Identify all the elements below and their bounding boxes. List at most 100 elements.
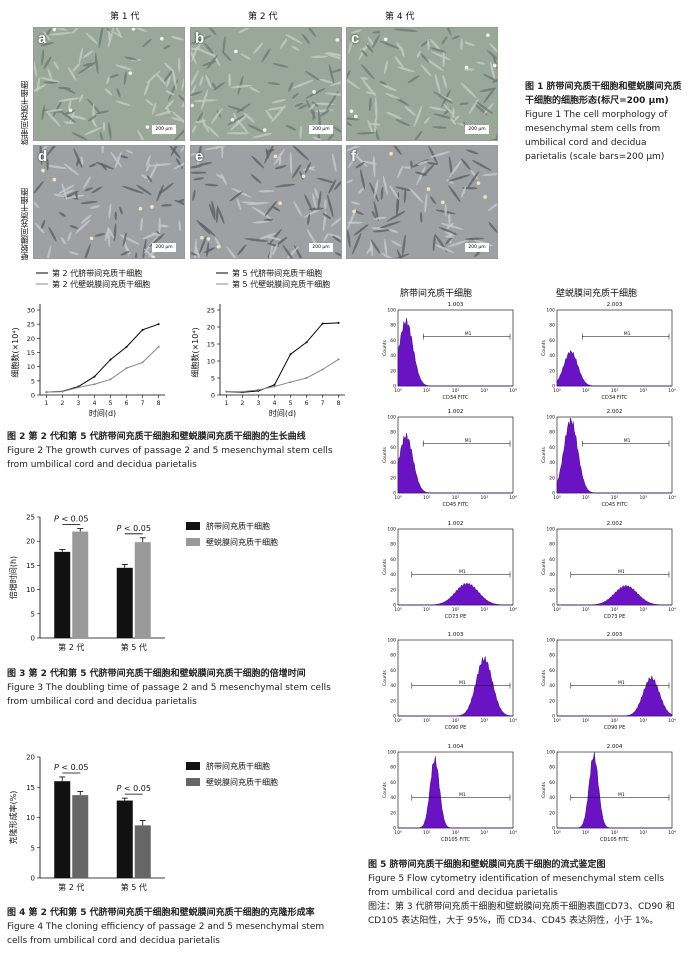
cell-shape [293,201,303,217]
cell-shape [350,201,361,205]
gate-label: M1 [465,331,472,337]
cell-shape [80,156,84,166]
bar [72,795,89,878]
cell-shape [430,196,436,205]
x-tick-label: 7 [321,400,325,407]
cell-shape [272,63,289,68]
x-tick-label: 10¹ [582,495,590,501]
cell-shape [114,151,122,169]
cell-shape [115,100,131,106]
cell-shape [263,218,274,222]
data-point [157,345,160,348]
x-tick-label: 10³ [480,495,488,501]
gate-label: M1 [618,569,625,575]
scale-bar: 200 μm [152,243,176,252]
cell-shape [87,114,97,122]
cell-shape [305,70,320,81]
fig5-col-title-left: 脐带间充质干细胞 [400,289,473,299]
cell-shape [43,81,58,84]
cell-shape [99,131,104,140]
micrograph-label-c: c [351,30,360,47]
x-axis-label: CD73 PE [445,614,466,620]
bar [134,542,151,638]
round-cell [52,177,57,182]
cell-shape [251,206,272,220]
cell-shape [215,205,219,224]
cell-shape [390,240,402,247]
cell-shape [357,187,365,194]
cell-shape [203,122,210,133]
y-tick-label: 15 [26,562,35,570]
cell-shape [432,234,436,252]
cell-shape [206,242,210,257]
micrograph-panel-d: d 200 μm [33,145,185,259]
x-tick-label: 10⁴ [668,388,676,394]
cell-shape [201,89,209,110]
cell-shape [407,75,420,84]
cell-shape [34,198,40,209]
cell-shape [83,176,91,190]
cell-shape [114,211,117,221]
cell-shape [110,151,123,168]
histogram-id: 1.002 [448,521,464,527]
y-tick-label: 80 [390,323,396,329]
cell-shape [479,87,496,93]
flow-histogram: 2.004 0 20 40 60 80 100 10⁰ 10¹ 10² 10³ 10⁴ Counts CD… [541,744,676,843]
y-tick-label: 0 [552,603,555,609]
fig3-caption-cn: 图 3 第 2 代和第 5 代脐带间充质干细胞和壁蜕膜间充质干细胞的倍增时间 [7,669,306,679]
x-tick-label: 10² [611,495,619,501]
cell-shape [482,73,497,85]
cell-shape [425,57,444,71]
cell-shape [207,125,220,138]
cell-shape [169,146,181,159]
data-point [157,323,160,326]
histogram-id: 2.002 [607,409,623,415]
fig1-caption: 图 1 脐带间充质干细胞和壁蜕膜间充质干细胞的细胞形态(标尺=200 μm) F… [525,80,685,164]
cell-shape [267,82,280,86]
cell-shape [228,73,231,85]
cell-shape [46,146,60,156]
cell-shape [326,233,341,239]
data-point [321,368,324,371]
x-tick-label: 10⁰ [394,830,402,836]
scale-bar: 200 μm [465,125,489,134]
cell-shape [39,146,43,166]
fig1-row-label-1: 脐带间充质干细胞 [20,81,29,145]
cell-shape [327,194,334,218]
cell-shape [42,146,51,152]
round-cell [89,236,94,241]
cell-shape [294,102,304,107]
cell-shape [428,106,447,111]
fig4-caption: 图 4 第 2 代和第 5 代脐带间充质干细胞和壁蜕膜间充质干细胞的克隆形成率 … [7,906,347,948]
y-tick-label: 15 [27,349,35,357]
cell-shape [306,28,317,38]
cell-shape [414,130,423,140]
cell-shape [191,171,207,174]
cell-shape [379,80,387,86]
cell-shape [178,220,182,232]
cell-shape [409,187,424,203]
gate-label: M1 [618,792,625,798]
cell-shape [371,210,377,219]
x-axis-label: CD34 FITC [443,395,469,401]
y-tick-label: 10 [26,586,35,594]
cell-shape [123,71,127,86]
x-tick-label: 10¹ [582,607,590,613]
cell-shape [330,216,341,227]
category-label: 第 2 代 [58,642,84,652]
cell-shape [448,213,451,225]
cell-shape [199,236,207,254]
x-tick-label: 10⁴ [668,718,676,724]
cell-shape [388,228,399,233]
cell-shape [288,82,294,92]
cell-shape [172,111,184,127]
cell-shape [420,53,429,63]
cell-shape [83,127,102,136]
cell-shape [360,77,369,80]
cell-shape [422,164,435,177]
micrograph-panel-b: b 200 μm [190,27,342,141]
scale-bar: 200 μm [152,125,176,134]
cell-shape [173,125,184,140]
fig2-caption-cn: 图 2 第 2 代和第 5 代脐带间充质干细胞和壁蜕膜间充质干细胞的生长曲线 [7,432,306,442]
cell-shape [282,244,296,258]
